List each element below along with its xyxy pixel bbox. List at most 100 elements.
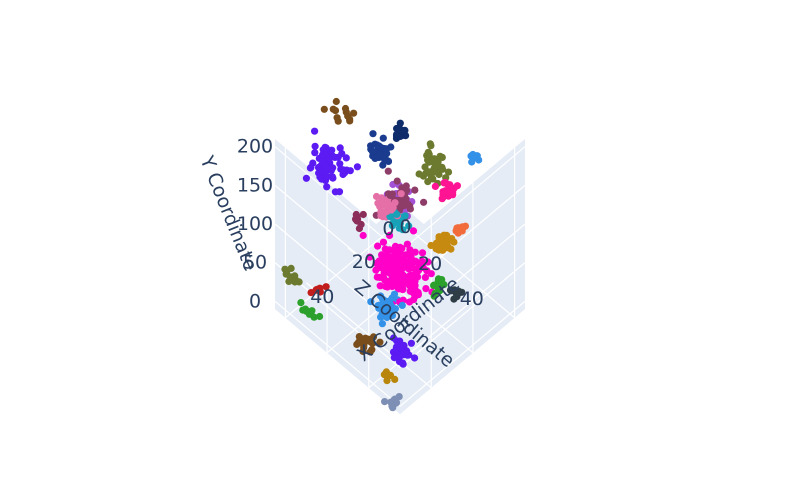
data-point bbox=[336, 160, 344, 168]
data-point bbox=[404, 260, 412, 268]
data-point bbox=[382, 311, 390, 319]
data-point bbox=[438, 153, 446, 161]
data-point bbox=[369, 130, 377, 138]
data-point bbox=[397, 190, 405, 198]
x-tick-label: 0 bbox=[400, 216, 412, 238]
data-point bbox=[411, 286, 419, 294]
data-point bbox=[376, 338, 384, 346]
x-tick-label: 40 bbox=[310, 286, 334, 308]
data-point bbox=[390, 354, 398, 362]
data-point bbox=[379, 134, 387, 142]
data-point bbox=[369, 333, 378, 341]
data-point bbox=[418, 257, 426, 265]
data-point bbox=[401, 212, 409, 220]
data-point bbox=[411, 354, 419, 362]
data-point bbox=[401, 348, 409, 356]
data-point bbox=[385, 277, 393, 285]
data-point bbox=[371, 154, 379, 162]
data-point bbox=[316, 312, 324, 321]
data-point bbox=[336, 144, 344, 152]
data-point bbox=[309, 159, 317, 167]
data-point bbox=[359, 335, 367, 343]
data-point bbox=[368, 148, 377, 156]
data-point bbox=[322, 283, 330, 291]
x-tick-label: 20 bbox=[352, 251, 376, 273]
y-tick-label: 0 bbox=[249, 290, 261, 312]
data-point bbox=[339, 166, 347, 174]
gridline-y-right bbox=[399, 300, 526, 407]
data-point bbox=[396, 243, 404, 251]
data-point bbox=[414, 273, 422, 281]
data-point bbox=[385, 246, 394, 254]
data-point bbox=[390, 334, 398, 342]
data-point bbox=[377, 144, 385, 152]
data-point bbox=[405, 272, 413, 280]
data-point bbox=[297, 299, 305, 307]
data-point bbox=[311, 127, 319, 135]
data-point bbox=[397, 343, 405, 351]
data-point bbox=[334, 153, 342, 161]
data-point bbox=[424, 168, 432, 176]
data-point bbox=[405, 222, 413, 230]
data-point bbox=[376, 282, 384, 290]
data-point bbox=[403, 240, 411, 248]
data-point bbox=[409, 227, 418, 235]
data-point bbox=[328, 146, 336, 154]
gridline-y-right bbox=[399, 262, 526, 369]
data-point bbox=[396, 119, 404, 127]
data-point bbox=[320, 105, 328, 113]
y-tick-label: 150 bbox=[237, 174, 273, 196]
y-tick-label: 100 bbox=[237, 213, 273, 235]
data-point bbox=[450, 184, 458, 192]
data-point bbox=[353, 163, 361, 171]
gridline-y-right bbox=[399, 146, 526, 253]
data-point bbox=[390, 290, 399, 298]
z-tick-label: 40 bbox=[460, 288, 484, 310]
data-point bbox=[414, 267, 423, 275]
data-point bbox=[382, 368, 390, 376]
data-point bbox=[329, 105, 337, 113]
data-point bbox=[443, 231, 451, 239]
data-point bbox=[395, 393, 403, 401]
gridline-y-right bbox=[399, 223, 526, 330]
data-point bbox=[368, 346, 376, 354]
data-point bbox=[422, 285, 430, 293]
data-point bbox=[321, 149, 329, 157]
data-points bbox=[281, 97, 483, 412]
data-point bbox=[441, 187, 450, 195]
data-point bbox=[391, 274, 399, 282]
data-point bbox=[323, 172, 331, 180]
data-point bbox=[346, 167, 354, 175]
data-point bbox=[473, 152, 481, 160]
data-point bbox=[281, 265, 289, 273]
data-point bbox=[444, 168, 453, 176]
data-point bbox=[366, 253, 374, 261]
data-point bbox=[326, 165, 334, 173]
data-point bbox=[287, 264, 295, 272]
data-point bbox=[386, 191, 394, 199]
data-point bbox=[441, 179, 450, 187]
data-point bbox=[318, 175, 326, 183]
data-point bbox=[378, 320, 386, 328]
data-point bbox=[379, 238, 388, 246]
data-point bbox=[398, 301, 406, 309]
data-point bbox=[314, 163, 323, 172]
data-point bbox=[388, 282, 396, 291]
data-point bbox=[359, 231, 367, 240]
data-point bbox=[323, 183, 331, 191]
data-point bbox=[342, 154, 350, 162]
data-point bbox=[381, 282, 390, 291]
data-point bbox=[430, 155, 438, 163]
data-point bbox=[393, 218, 401, 226]
data-point bbox=[388, 311, 397, 320]
y-tick-label: 50 bbox=[243, 252, 267, 274]
data-point bbox=[311, 149, 319, 157]
data-point bbox=[420, 198, 428, 206]
data-point bbox=[415, 170, 423, 178]
data-point bbox=[379, 200, 387, 208]
data-point bbox=[401, 195, 409, 203]
data-point bbox=[328, 173, 336, 181]
data-point bbox=[402, 187, 411, 195]
data-point bbox=[379, 296, 387, 304]
